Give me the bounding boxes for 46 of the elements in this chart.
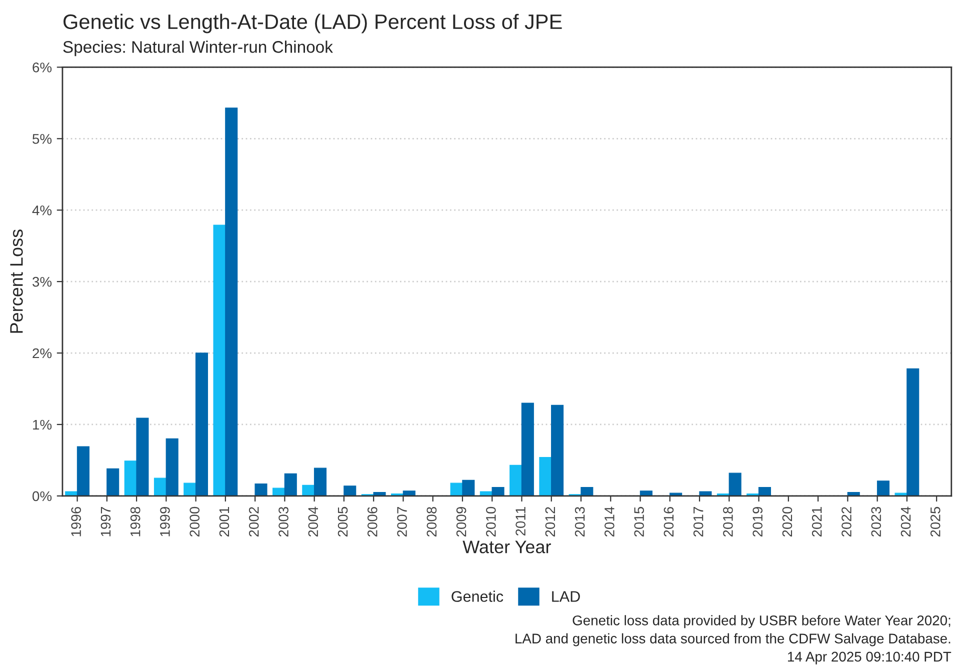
x-tick-label: 2023 <box>871 506 882 537</box>
x-tick-label: 2025 <box>930 506 940 537</box>
x-tick-label: 2020 <box>782 506 792 537</box>
x-tick-label: 2017 <box>693 507 704 537</box>
y-tick-label: 3% <box>32 276 52 287</box>
legend-label: Genetic <box>452 590 504 602</box>
x-tick-label: 2016 <box>664 506 674 537</box>
chart-subtitle: Species: Natural Winter-run Chinook <box>63 40 333 56</box>
x-tick-label: 2006 <box>367 506 378 537</box>
x-tick-label: 2014 <box>604 506 614 537</box>
text: 14 Apr 2025 09:10:40 PDT <box>788 652 952 664</box>
x-tick-label: 1999 <box>160 507 170 536</box>
x-tick-label: 2015 <box>634 506 644 537</box>
x-tick-label: 2005 <box>338 506 348 537</box>
y-tick-label: 4% <box>32 206 52 216</box>
x-tick-label: 2022 <box>842 507 852 537</box>
x-tick-label: 2024 <box>900 506 911 537</box>
x-tick-label: 1998 <box>130 506 140 536</box>
x-tick-label: 2009 <box>456 507 466 537</box>
x-tick-label: 2000 <box>190 506 200 537</box>
y-tick-label: 0% <box>32 491 52 502</box>
text: Genetic loss data provided by USBR before Water Year 2020; <box>572 615 950 628</box>
x-axis-title: Water Year <box>462 540 551 554</box>
x-tick-label: 2012 <box>545 507 556 537</box>
y-tick-label: 2% <box>32 348 52 358</box>
x-tick-label: 2007 <box>397 507 407 537</box>
x-tick-label: 2013 <box>574 506 585 537</box>
text: LAD and genetic loss data sourced from the CDFW Salvage Database. <box>516 633 950 646</box>
x-tick-label: 2003 <box>278 506 288 537</box>
y-tick-label: 1% <box>33 420 52 430</box>
x-tick-label: 2010 <box>486 506 496 537</box>
x-tick-label: 2021 <box>812 507 822 537</box>
y-tick-label: 5% <box>32 134 52 144</box>
x-tick-label: 2019 <box>752 507 763 537</box>
y-tick-label: 6% <box>32 62 52 72</box>
legend-label: LAD <box>552 591 580 602</box>
x-tick-label: 1996 <box>71 506 82 536</box>
x-tick-label: 2002 <box>248 507 259 537</box>
y-axis-title: Percent Loss <box>10 230 23 333</box>
x-tick-label: 2004 <box>308 506 318 537</box>
x-tick-label: 2018 <box>723 506 733 537</box>
x-tick-label: 2008 <box>426 506 437 537</box>
x-tick-label: 2011 <box>516 507 526 536</box>
chart-title: Genetic vs Length-At-Date (LAD) Percent Loss of JPE <box>64 14 562 34</box>
x-tick-label: 2001 <box>219 507 230 537</box>
x-tick-label: 1997 <box>100 507 111 536</box>
